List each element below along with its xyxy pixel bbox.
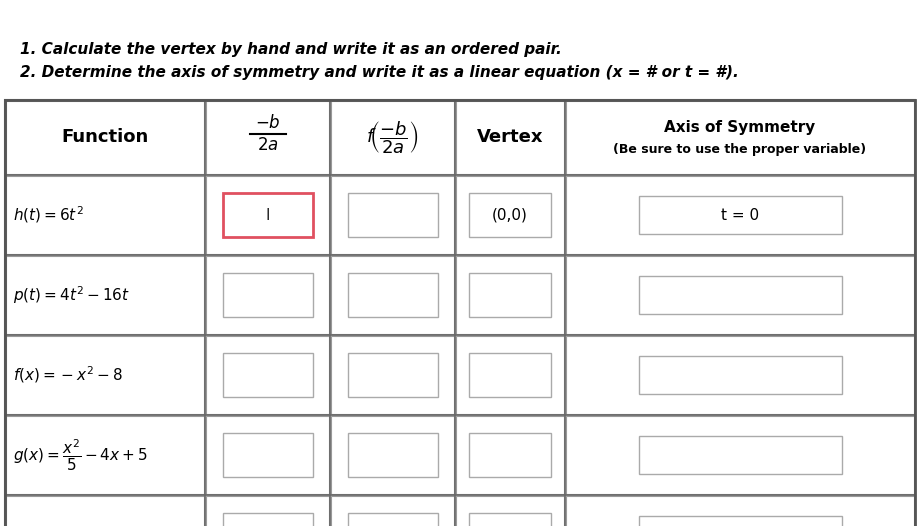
Bar	[566, 256, 914, 334]
Bar	[331, 336, 454, 414]
Bar	[223, 193, 312, 237]
Bar	[469, 193, 552, 237]
Text: t = 0: t = 0	[721, 207, 759, 222]
Text: $f(x) = 3x^2 + 6x - 8$: $f(x) = 3x^2 + 6x - 8$	[13, 524, 151, 526]
Bar	[347, 353, 437, 397]
Bar	[469, 353, 552, 397]
Bar	[331, 496, 454, 526]
Bar	[566, 416, 914, 494]
Bar	[223, 513, 312, 526]
Bar	[638, 356, 842, 394]
Text: 2. Determine the axis of symmetry and write it as a linear equation (x = # or t : 2. Determine the axis of symmetry and wr…	[20, 65, 739, 80]
Bar	[638, 276, 842, 314]
Bar	[223, 273, 312, 317]
Bar	[206, 176, 329, 254]
Text: $-b$: $-b$	[254, 115, 280, 133]
Text: I: I	[265, 207, 270, 222]
Bar	[456, 416, 564, 494]
Bar	[347, 513, 437, 526]
Text: (0,0): (0,0)	[492, 207, 528, 222]
Bar	[347, 433, 437, 477]
Bar	[206, 416, 329, 494]
Text: $2a$: $2a$	[257, 136, 278, 154]
Bar	[6, 336, 204, 414]
Bar	[206, 256, 329, 334]
Bar	[6, 496, 204, 526]
Bar	[469, 273, 552, 317]
Text: $h(t) = 6t^2$: $h(t) = 6t^2$	[13, 205, 84, 225]
Text: Function: Function	[62, 128, 148, 147]
Bar	[347, 273, 437, 317]
Bar	[331, 101, 454, 174]
Bar	[638, 516, 842, 526]
Bar	[6, 416, 204, 494]
Bar	[566, 336, 914, 414]
Bar	[456, 256, 564, 334]
Text: $g(x) = \dfrac{x^2}{5} - 4x + 5$: $g(x) = \dfrac{x^2}{5} - 4x + 5$	[13, 437, 147, 473]
Text: $p(t) = 4t^2 - 16t$: $p(t) = 4t^2 - 16t$	[13, 284, 130, 306]
Bar	[566, 496, 914, 526]
Bar	[566, 176, 914, 254]
Bar	[566, 101, 914, 174]
Bar	[469, 433, 552, 477]
Bar	[456, 176, 564, 254]
Bar	[456, 496, 564, 526]
Text: $f\!\left(\dfrac{-b}{2a}\right)$: $f\!\left(\dfrac{-b}{2a}\right)$	[367, 119, 419, 156]
Text: Axis of Symmetry: Axis of Symmetry	[664, 120, 816, 135]
Bar	[223, 353, 312, 397]
Text: $f(x) = -x^2 - 8$: $f(x) = -x^2 - 8$	[13, 365, 123, 386]
Bar	[638, 436, 842, 474]
Bar	[331, 416, 454, 494]
Bar	[223, 433, 312, 477]
Bar	[206, 496, 329, 526]
Bar	[347, 193, 437, 237]
Text: 1. Calculate the vertex by hand and write it as an ordered pair.: 1. Calculate the vertex by hand and writ…	[20, 42, 562, 57]
Bar	[331, 176, 454, 254]
Text: (Be sure to use the proper variable): (Be sure to use the proper variable)	[613, 143, 867, 156]
Bar	[6, 176, 204, 254]
Bar	[6, 101, 204, 174]
Bar	[638, 196, 842, 234]
Text: Vertex: Vertex	[477, 128, 543, 147]
Bar	[206, 336, 329, 414]
Bar	[331, 256, 454, 334]
Bar	[6, 256, 204, 334]
Bar	[456, 336, 564, 414]
Bar	[206, 101, 329, 174]
Bar	[456, 101, 564, 174]
Bar	[469, 513, 552, 526]
